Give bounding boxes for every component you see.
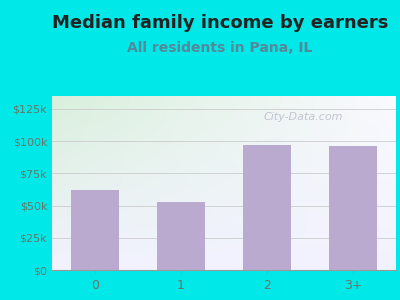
Bar: [329, 146, 377, 270]
Text: City-Data.com: City-Data.com: [263, 112, 343, 122]
Bar: [71, 190, 119, 270]
Bar: [157, 202, 205, 270]
Text: Median family income by earners: Median family income by earners: [52, 14, 388, 32]
Text: All residents in Pana, IL: All residents in Pana, IL: [127, 40, 313, 55]
Bar: [243, 145, 291, 270]
